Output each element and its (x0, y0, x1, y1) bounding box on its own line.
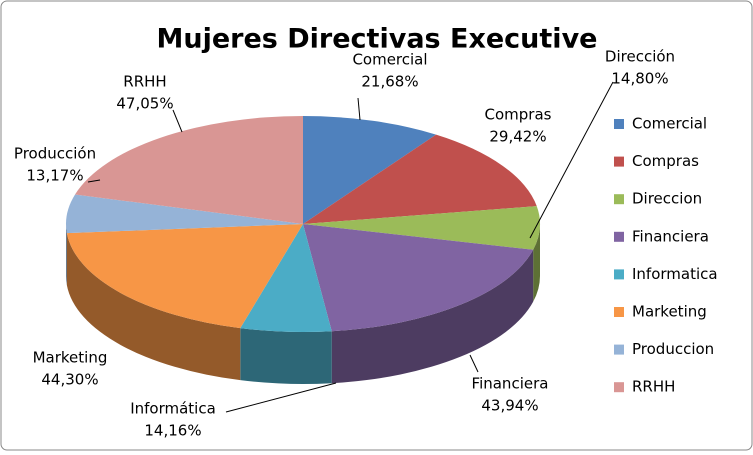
data-label-name: Compras (485, 106, 552, 124)
chart-title: Mujeres Directivas Executive (157, 24, 598, 55)
leader-line (529, 81, 614, 239)
data-label-name: Producción (14, 145, 96, 163)
legend-swatch (614, 307, 624, 317)
slice (303, 134, 537, 224)
legend-label: Financiera (632, 227, 709, 245)
data-label-name: Informática (130, 400, 216, 418)
legend-label: Marketing (632, 303, 707, 321)
leader-line (172, 109, 183, 133)
legend-label: Informatica (632, 265, 718, 283)
data-label-name: Marketing (33, 349, 108, 367)
leader-line (357, 97, 361, 121)
legend-swatch (614, 269, 624, 280)
legend-swatch (614, 231, 624, 242)
data-label: 14,16% (144, 422, 201, 440)
slice-side (66, 233, 241, 381)
slice (65, 194, 303, 234)
data-label: 43,94% (481, 397, 538, 415)
data-label: 47,05% (116, 95, 173, 113)
slice (240, 224, 332, 332)
leader-line (87, 179, 101, 183)
leader-line (225, 382, 337, 413)
slice (303, 224, 534, 332)
data-label-name: Dirección (605, 48, 675, 66)
data-label-name: Financiera (472, 375, 549, 393)
slice-side (331, 249, 534, 384)
data-label: 14,80% (611, 70, 668, 88)
slice (75, 116, 303, 224)
legend-label: RRHH (632, 378, 675, 396)
legend-swatch (614, 156, 624, 167)
slice (303, 116, 437, 224)
legend-swatch (614, 382, 624, 393)
data-label: 13,17% (26, 167, 83, 185)
data-label: 21,68% (361, 73, 418, 91)
legend-label: Produccion (632, 340, 714, 358)
data-label-name: Comercial (352, 51, 427, 69)
leader-line (469, 354, 479, 373)
legend-swatch (614, 119, 624, 129)
slice-side (66, 224, 67, 286)
legend-label: Direccion (632, 190, 702, 208)
legend-label: Comercial (632, 115, 707, 133)
legend-swatch (614, 344, 624, 355)
slice (66, 224, 303, 329)
data-label-name: RRHH (123, 73, 166, 91)
data-label: 44,30% (41, 371, 98, 389)
legend-swatch (614, 194, 624, 205)
slice (303, 206, 540, 250)
slice-side (240, 328, 332, 385)
data-label: 29,42% (489, 128, 546, 146)
legend-label: Compras (632, 152, 699, 170)
slice-side (533, 224, 540, 302)
